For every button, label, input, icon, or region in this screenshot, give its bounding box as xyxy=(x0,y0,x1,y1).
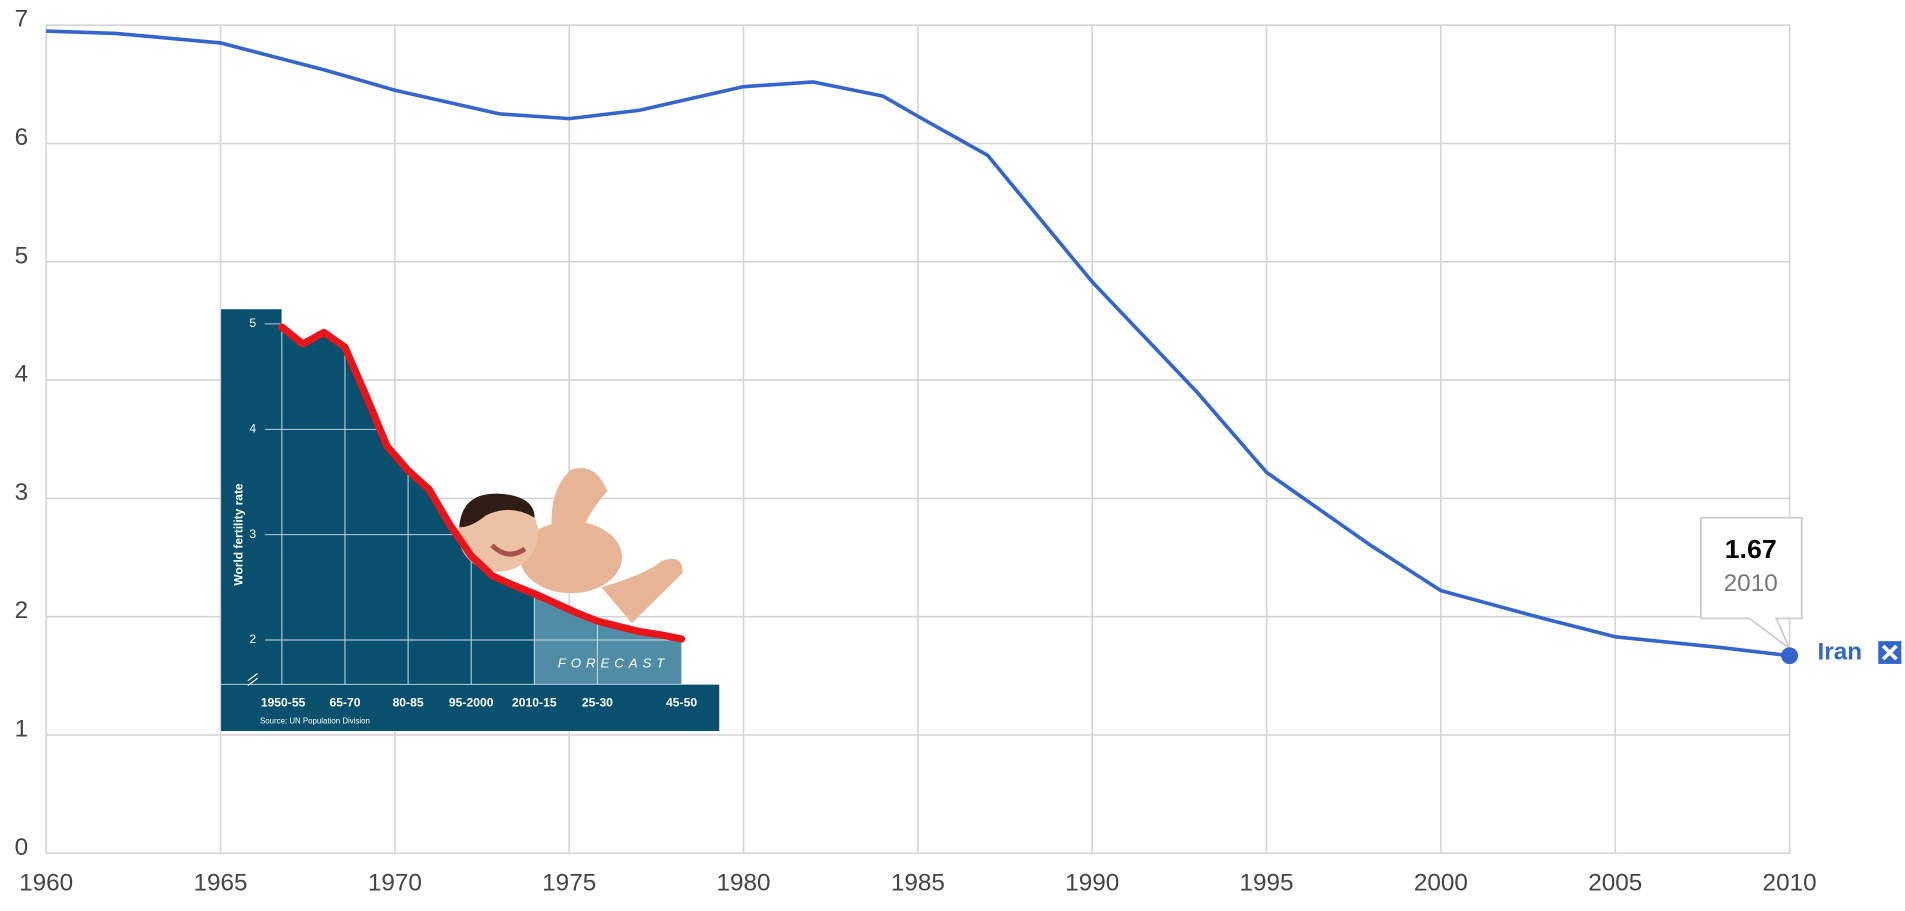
y-tick-label: 0 xyxy=(15,834,29,861)
chart: 0 1 2 3 4 5 6 7 1960 1965 1970 1975 1980 1985 1990 1995… xyxy=(0,0,1905,906)
inset-y-tick-label: 5 xyxy=(249,316,256,330)
x-tick-label: 1990 xyxy=(1065,870,1119,897)
inset-x-tick-label: 65-70 xyxy=(329,696,360,710)
x-tick-label: 1980 xyxy=(717,870,771,897)
y-tick-label: 3 xyxy=(15,479,29,506)
inset-x-tick-label: 45-50 xyxy=(666,696,697,710)
inset-y-tick-label: 3 xyxy=(249,527,256,541)
legend-label: Iran xyxy=(1818,639,1863,666)
x-tick-label: 1970 xyxy=(368,870,422,897)
inset-source: Source: UN Population Division xyxy=(260,717,370,726)
inset-x-tick-label: 25-30 xyxy=(582,696,613,710)
x-tick-label: 1975 xyxy=(542,870,596,897)
y-tick-label: 2 xyxy=(15,597,29,624)
x-tick-label: 1965 xyxy=(193,870,247,897)
y-tick-label: 6 xyxy=(15,124,29,151)
inset-chart: 2 3 4 5 1950-55 65-70 80-85 95-2000 2010-15 25-30… xyxy=(221,309,729,731)
inset-x-tick-label: 2010-15 xyxy=(512,696,557,710)
inset-y-label: World fertility rate xyxy=(231,483,245,585)
x-tick-label: 1995 xyxy=(1240,870,1294,897)
y-tick-label: 7 xyxy=(15,6,29,33)
highlight-point xyxy=(1781,647,1798,664)
inset-x-tick-label: 1950-55 xyxy=(261,696,306,710)
x-tick-label: 2000 xyxy=(1414,870,1468,897)
x-tick-label: 2005 xyxy=(1588,870,1642,897)
tooltip-value: 1.67 xyxy=(1725,534,1777,564)
x-tick-label: 1985 xyxy=(891,870,945,897)
y-tick-label: 4 xyxy=(15,361,29,388)
inset-x-tick-label: 80-85 xyxy=(393,696,424,710)
y-tick-label: 5 xyxy=(15,242,29,269)
x-tick-label: 2010 xyxy=(1763,870,1817,897)
inset-y-tick-label: 4 xyxy=(249,422,256,436)
page: 0 1 2 3 4 5 6 7 1960 1965 1970 1975 1980 1985 1990 1995… xyxy=(0,0,1905,911)
inset-x-tick-label: 95-2000 xyxy=(449,696,494,710)
forecast-label: FORECAST xyxy=(558,655,670,670)
x-tick-label: 1960 xyxy=(19,870,73,897)
tooltip-year: 2010 xyxy=(1724,570,1778,597)
y-tick-label: 1 xyxy=(15,716,29,743)
inset-y-tick-label: 2 xyxy=(249,632,256,646)
